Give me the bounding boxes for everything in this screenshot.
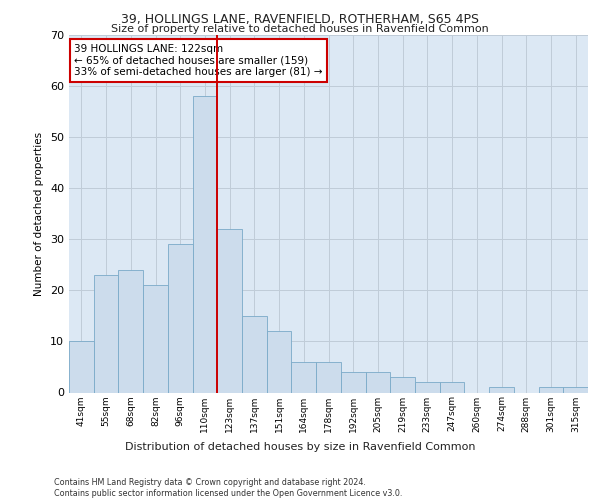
Bar bbox=[316, 362, 341, 392]
Text: Contains HM Land Registry data © Crown copyright and database right 2024.
Contai: Contains HM Land Registry data © Crown c… bbox=[54, 478, 403, 498]
Bar bbox=[292, 362, 316, 392]
Bar bbox=[390, 377, 415, 392]
Bar bbox=[118, 270, 143, 392]
Bar bbox=[94, 275, 118, 392]
Text: Size of property relative to detached houses in Ravenfield Common: Size of property relative to detached ho… bbox=[111, 24, 489, 34]
Bar bbox=[69, 342, 94, 392]
Bar bbox=[217, 229, 242, 392]
Bar bbox=[193, 96, 217, 393]
Text: Distribution of detached houses by size in Ravenfield Common: Distribution of detached houses by size … bbox=[125, 442, 475, 452]
Bar bbox=[440, 382, 464, 392]
Text: 39 HOLLINGS LANE: 122sqm
← 65% of detached houses are smaller (159)
33% of semi-: 39 HOLLINGS LANE: 122sqm ← 65% of detach… bbox=[74, 44, 323, 77]
Bar bbox=[563, 388, 588, 392]
Bar bbox=[539, 388, 563, 392]
Bar bbox=[267, 331, 292, 392]
Bar bbox=[415, 382, 440, 392]
Text: 39, HOLLINGS LANE, RAVENFIELD, ROTHERHAM, S65 4PS: 39, HOLLINGS LANE, RAVENFIELD, ROTHERHAM… bbox=[121, 12, 479, 26]
Bar bbox=[365, 372, 390, 392]
Bar bbox=[242, 316, 267, 392]
Y-axis label: Number of detached properties: Number of detached properties bbox=[34, 132, 44, 296]
Bar bbox=[341, 372, 365, 392]
Bar bbox=[143, 285, 168, 393]
Bar bbox=[168, 244, 193, 392]
Bar bbox=[489, 388, 514, 392]
